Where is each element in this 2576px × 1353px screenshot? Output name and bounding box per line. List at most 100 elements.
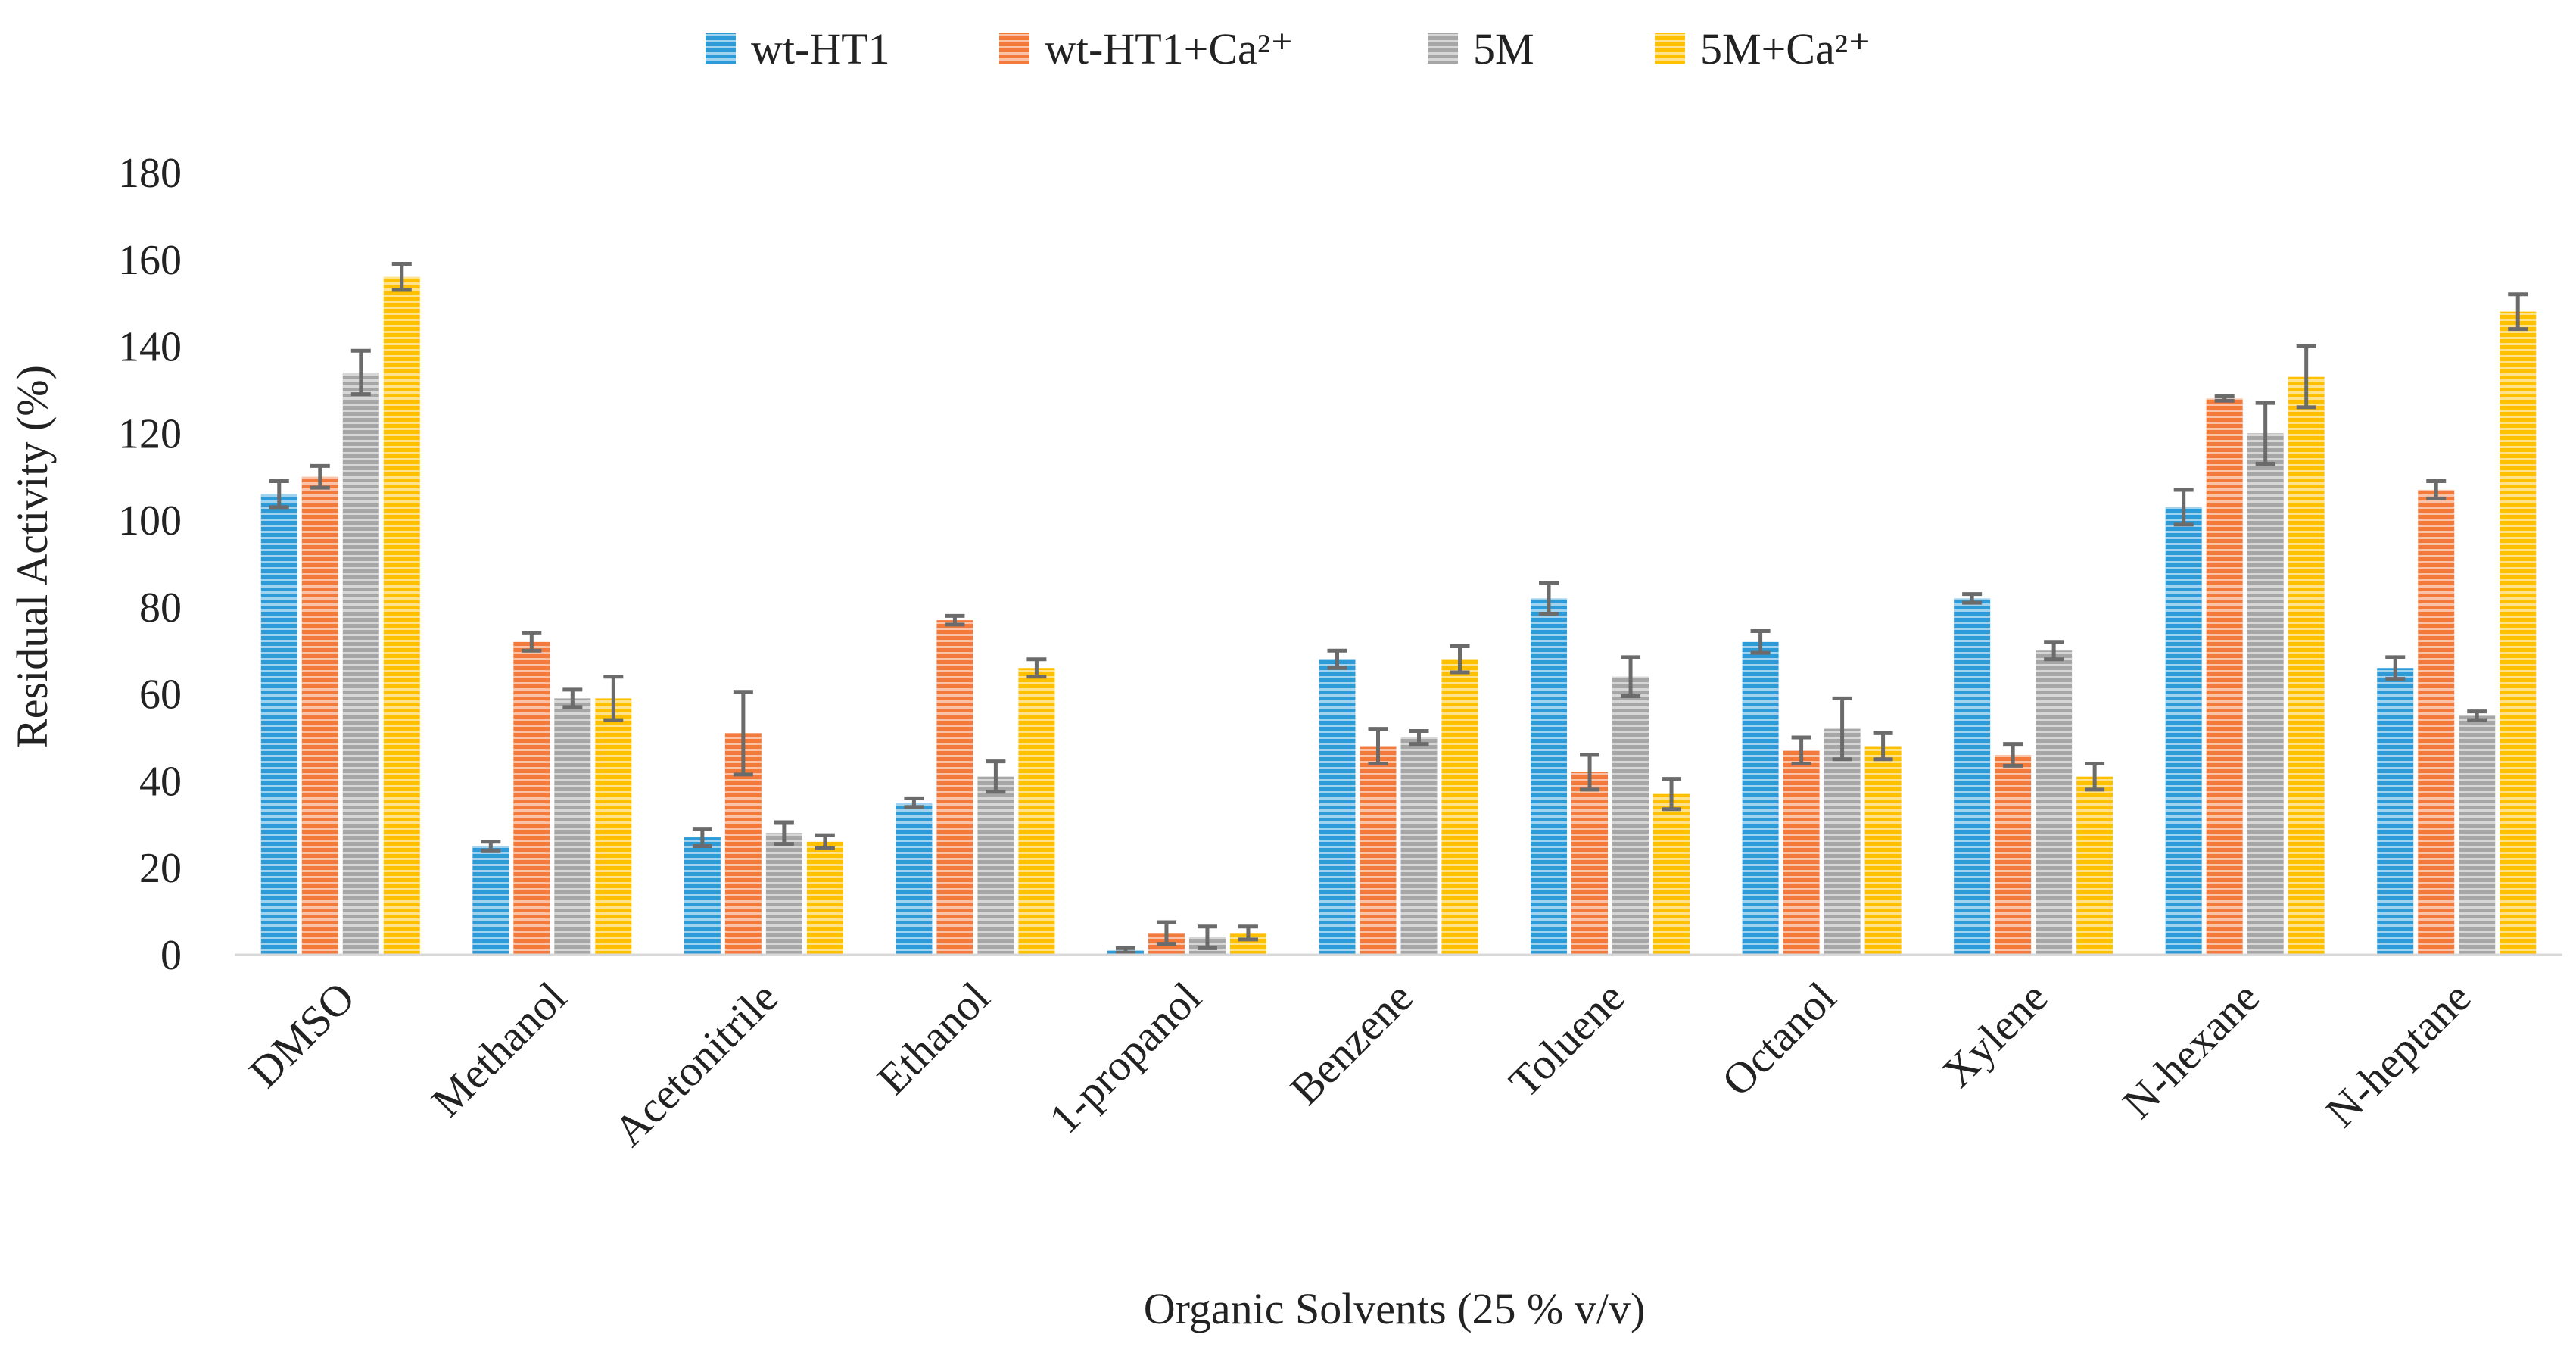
bar-stripes	[472, 846, 509, 955]
error-bar	[1791, 735, 1811, 765]
bar-stripes	[383, 276, 420, 955]
bar-stripes	[2500, 311, 2537, 956]
y-tick-label: 20	[139, 845, 182, 892]
category-label: Toluene	[1500, 972, 1634, 1106]
y-axis-title: Residual Activity (%)	[8, 365, 57, 748]
legend-label: 5M+Ca²⁺	[1700, 24, 1871, 73]
category-label: Acetonitrile	[604, 972, 787, 1155]
error-bar	[815, 833, 835, 850]
legend-swatch-stripes	[999, 33, 1029, 64]
bar-stripes	[2165, 507, 2202, 955]
error-bar	[2255, 401, 2275, 466]
error-bar	[774, 820, 794, 846]
bar-stripes	[260, 494, 297, 955]
y-tick-label: 180	[118, 150, 182, 197]
bar-stripes	[1653, 793, 1690, 955]
error-bar	[2173, 488, 2194, 527]
error-bar	[904, 796, 924, 809]
bar-stripes	[1783, 750, 1820, 955]
error-bar	[562, 687, 583, 709]
error-bar	[2426, 479, 2447, 500]
y-axis: 0 20 40 60 80 100 120 140 160 180	[118, 150, 182, 979]
category-label: Benzene	[1281, 972, 1422, 1114]
bar-stripes	[1824, 728, 1861, 955]
bars	[260, 262, 2537, 956]
bar-stripes	[684, 837, 721, 955]
error-bar	[1327, 648, 1347, 670]
y-tick-label: 120	[118, 410, 182, 457]
legend-label: 5M	[1473, 24, 1534, 73]
bar-stripes	[1612, 676, 1649, 955]
error-bar	[1238, 924, 1258, 942]
error-bar	[986, 759, 1006, 794]
legend-swatch-stripes	[706, 33, 736, 64]
bar-stripes	[1319, 659, 1356, 955]
error-bar	[2214, 394, 2235, 403]
error-bar	[1450, 644, 1470, 675]
bar-stripes	[2247, 433, 2284, 955]
error-bar	[1539, 581, 1559, 616]
error-bar	[2385, 655, 2406, 681]
y-tick-label: 140	[118, 324, 182, 371]
bar-stripes	[595, 698, 632, 955]
legend-item: wt-HT1	[706, 24, 890, 73]
legend-label: wt-HT1	[751, 24, 890, 73]
bar-stripes	[554, 698, 591, 955]
legend: wt-HT1 wt-HT1+Ca²⁺ 5M 5M+Ca²⁺	[706, 24, 1871, 73]
error-bar	[1832, 696, 1852, 762]
y-tick-label: 80	[139, 585, 182, 631]
y-tick-label: 160	[118, 237, 182, 284]
y-tick-label: 0	[160, 932, 182, 979]
y-tick-label: 60	[139, 672, 182, 719]
bar-stripes	[1441, 659, 1478, 955]
bar-stripes	[2036, 650, 2073, 955]
error-bar	[522, 631, 542, 653]
bar-stripes	[977, 776, 1014, 955]
error-bar	[1621, 655, 1641, 699]
error-bar	[1026, 657, 1047, 679]
legend-label: wt-HT1+Ca²⁺	[1045, 24, 1294, 73]
bar-stripes	[2418, 489, 2455, 955]
error-bar	[350, 348, 371, 397]
error-bar	[945, 613, 965, 627]
error-bar	[1156, 920, 1176, 946]
error-bar	[1873, 731, 1893, 762]
error-bar	[2508, 292, 2528, 332]
category-label: Xylene	[1933, 972, 2057, 1096]
legend-item: wt-HT1+Ca²⁺	[999, 24, 1294, 73]
bar-stripes	[936, 620, 973, 955]
legend-swatch-stripes	[1655, 33, 1685, 64]
error-bar	[1662, 777, 1682, 812]
error-bar	[269, 479, 289, 510]
y-tick-label: 100	[118, 497, 182, 544]
error-bar	[481, 840, 501, 853]
bar-stripes	[1018, 668, 1055, 955]
bar-stripes	[1995, 755, 2032, 955]
bar-stripes	[2288, 376, 2325, 955]
category-label: Methanol	[422, 972, 575, 1126]
category-label: Octanol	[1712, 972, 1846, 1105]
category-label: Ethanol	[867, 972, 999, 1104]
error-bar	[1115, 946, 1135, 955]
x-axis-title: Organic Solvents (25 % v/v)	[1144, 1284, 1646, 1333]
error-bar	[1962, 592, 1983, 605]
error-bar	[310, 463, 330, 490]
bar-stripes	[301, 476, 338, 955]
error-bar	[603, 675, 624, 722]
bar-stripes	[2459, 715, 2496, 955]
x-axis: DMSO Methanol Acetonitrile Ethanol 1-propano…	[235, 953, 2562, 1155]
legend-item: 5M+Ca²⁺	[1655, 24, 1871, 73]
bar-stripes	[513, 641, 550, 955]
bar-stripes	[342, 372, 379, 955]
error-bar	[1580, 753, 1600, 792]
bar-stripes	[896, 803, 933, 955]
error-bar	[391, 262, 412, 292]
bar-stripes	[765, 833, 802, 955]
bar-stripes	[2377, 668, 2414, 955]
error-bar	[692, 827, 712, 849]
bar-stripes	[1531, 598, 1568, 955]
bar-stripes	[2206, 398, 2243, 955]
bar-stripes	[2076, 776, 2113, 955]
